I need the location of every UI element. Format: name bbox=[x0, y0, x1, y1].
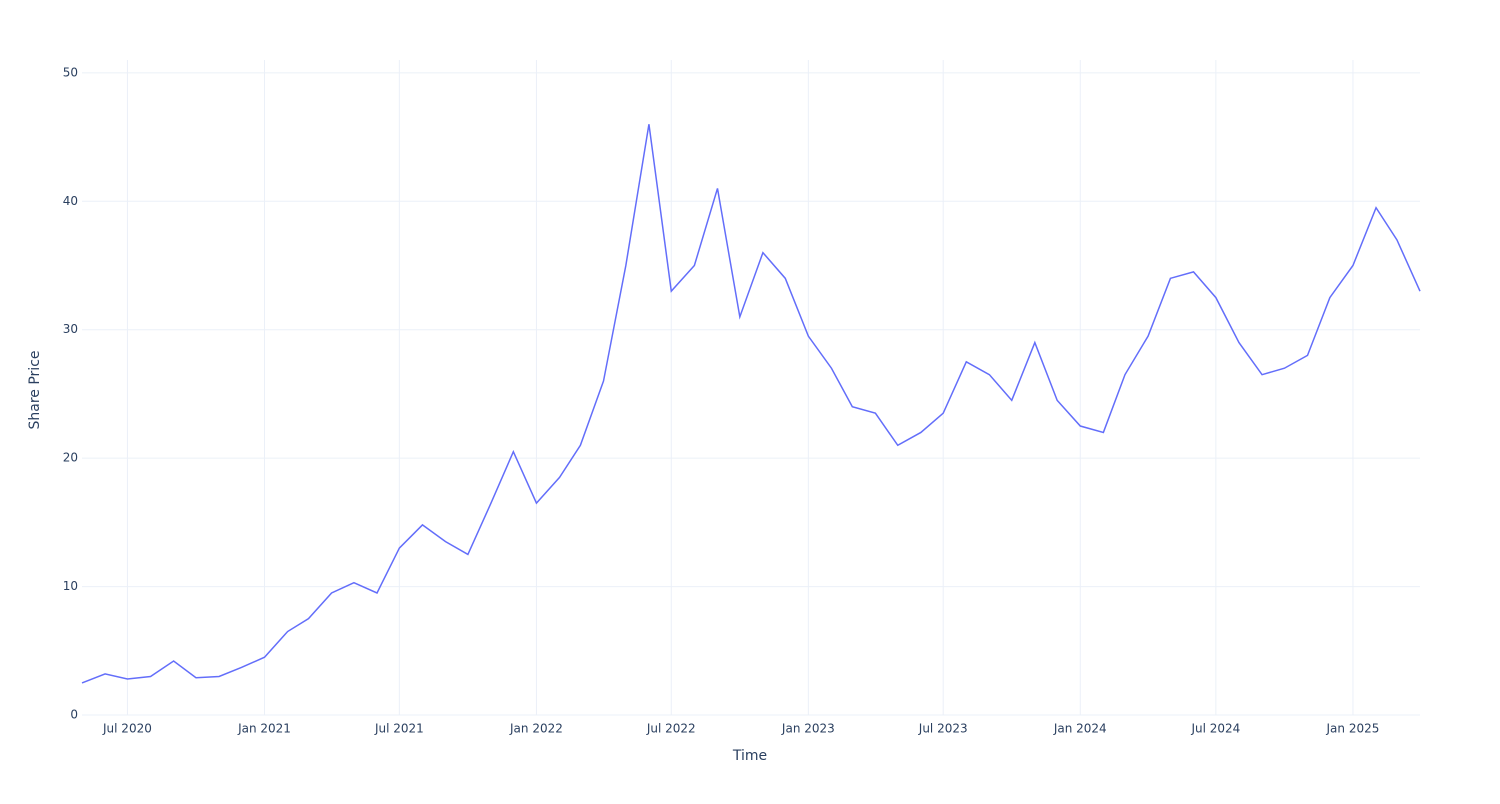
y-tick-label: 40 bbox=[63, 194, 78, 208]
x-tick-label: Jan 2023 bbox=[781, 722, 835, 736]
line bbox=[81, 124, 1421, 684]
y-tick-label: 0 bbox=[70, 708, 78, 722]
y-tick-label: 10 bbox=[63, 579, 78, 593]
y-tick-label: 30 bbox=[63, 322, 78, 336]
x-tick-label: Jul 2020 bbox=[102, 722, 152, 736]
x-tick-label: Jul 2021 bbox=[374, 722, 424, 736]
x-tick-label: Jan 2024 bbox=[1053, 722, 1107, 736]
x-tick-label: Jul 2023 bbox=[918, 722, 968, 736]
y-tick-label: 20 bbox=[63, 451, 78, 465]
x-tick-label: Jan 2025 bbox=[1326, 722, 1380, 736]
x-tick-label: Jul 2022 bbox=[646, 722, 696, 736]
y-tick-label: 50 bbox=[63, 65, 78, 79]
x-axis-title: Time bbox=[732, 748, 767, 764]
x-tick-label: Jan 2021 bbox=[237, 722, 291, 736]
x-tick-label: Jan 2022 bbox=[509, 722, 563, 736]
x-tick-label: Jul 2024 bbox=[1190, 722, 1240, 736]
y-axis-title: Share Price bbox=[27, 350, 43, 429]
